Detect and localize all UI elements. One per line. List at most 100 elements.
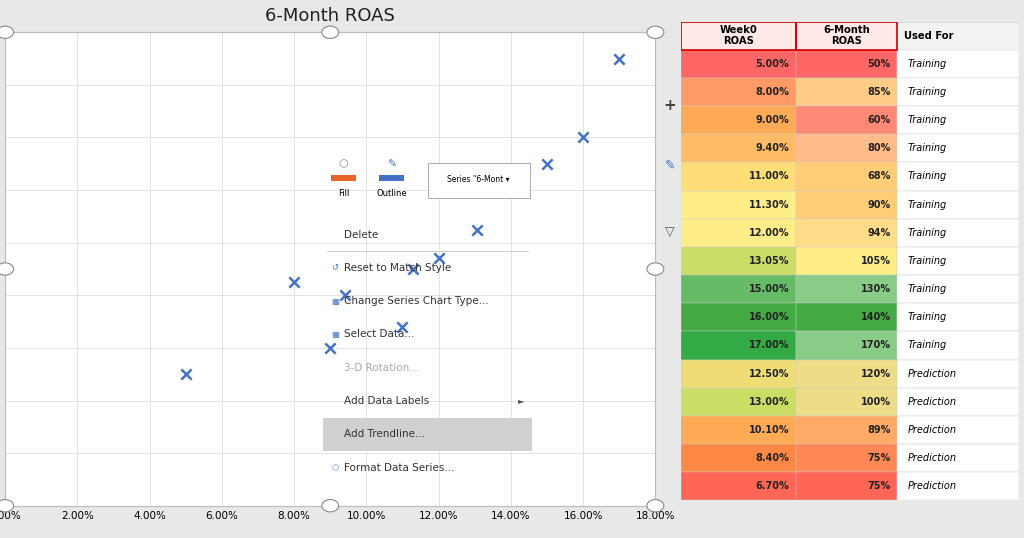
FancyBboxPatch shape [681,134,796,162]
Text: 6-Month
ROAS: 6-Month ROAS [823,25,870,46]
Text: 80%: 80% [867,143,891,153]
FancyBboxPatch shape [796,275,897,303]
FancyBboxPatch shape [897,388,1019,416]
Text: 5.00%: 5.00% [756,59,790,69]
FancyBboxPatch shape [681,388,796,416]
Text: Training: Training [907,341,946,350]
FancyBboxPatch shape [897,247,1019,275]
Text: Training: Training [907,284,946,294]
Text: ⬡: ⬡ [339,159,348,169]
FancyBboxPatch shape [897,472,1019,500]
FancyBboxPatch shape [331,175,356,181]
Text: 94%: 94% [867,228,891,238]
FancyBboxPatch shape [796,444,897,472]
FancyBboxPatch shape [897,275,1019,303]
FancyBboxPatch shape [796,49,897,78]
Circle shape [647,500,664,512]
Text: 17.00%: 17.00% [749,341,790,350]
Point [322,344,338,352]
Text: Prediction: Prediction [907,453,956,463]
Text: 16.00%: 16.00% [749,312,790,322]
FancyBboxPatch shape [379,175,404,181]
Text: 12.00%: 12.00% [749,228,790,238]
FancyBboxPatch shape [897,444,1019,472]
FancyBboxPatch shape [897,303,1019,331]
Point [468,225,484,234]
Text: Training: Training [907,228,946,238]
FancyBboxPatch shape [897,162,1019,190]
Text: Add Trendline...: Add Trendline... [344,429,425,439]
Point [337,291,353,300]
Text: Week0
ROAS: Week0 ROAS [720,25,758,46]
Point [430,254,446,263]
Text: ⬡: ⬡ [331,463,338,472]
Circle shape [647,263,664,275]
FancyBboxPatch shape [681,106,796,134]
Text: ↺: ↺ [331,263,338,272]
FancyBboxPatch shape [681,359,796,388]
FancyBboxPatch shape [897,22,1019,49]
Text: ►: ► [517,397,524,406]
Text: Training: Training [907,200,946,210]
Text: 75%: 75% [867,482,891,491]
Text: Change Series Chart Type...: Change Series Chart Type... [344,296,488,306]
FancyBboxPatch shape [796,218,897,247]
Text: Fill: Fill [338,189,349,198]
Title: 6-Month ROAS: 6-Month ROAS [265,7,395,25]
Text: ✎: ✎ [665,159,675,172]
FancyBboxPatch shape [681,303,796,331]
Text: ✎: ✎ [387,159,396,169]
FancyBboxPatch shape [897,78,1019,106]
Circle shape [647,26,664,38]
Text: Reset to Match Style: Reset to Match Style [344,263,451,273]
Text: 89%: 89% [867,425,891,435]
Text: Used For: Used For [904,31,953,40]
FancyBboxPatch shape [897,190,1019,218]
Text: Outline: Outline [377,189,408,198]
Point [539,159,555,168]
Circle shape [0,263,13,275]
Text: Training: Training [907,172,946,181]
Text: Training: Training [907,256,946,266]
Text: 50%: 50% [867,59,891,69]
Text: 8.40%: 8.40% [756,453,790,463]
FancyBboxPatch shape [897,416,1019,444]
FancyBboxPatch shape [897,331,1019,359]
Point [394,323,411,331]
Text: ▦: ▦ [331,330,339,339]
Point [406,265,422,273]
FancyBboxPatch shape [681,247,796,275]
Text: 11.30%: 11.30% [749,200,790,210]
Text: Delete: Delete [344,230,378,239]
FancyBboxPatch shape [681,49,796,78]
FancyBboxPatch shape [796,162,897,190]
FancyBboxPatch shape [681,190,796,218]
Text: 10.10%: 10.10% [749,425,790,435]
Text: 11.00%: 11.00% [749,172,790,181]
Circle shape [0,26,13,38]
FancyBboxPatch shape [428,163,530,198]
Text: 9.00%: 9.00% [756,115,790,125]
Circle shape [322,500,339,512]
Text: 90%: 90% [867,200,891,210]
FancyBboxPatch shape [681,162,796,190]
Text: Format Data Series...: Format Data Series... [344,463,454,472]
Text: Training: Training [907,87,946,97]
Text: ▦: ▦ [331,296,339,306]
Text: 60%: 60% [867,115,891,125]
FancyBboxPatch shape [796,388,897,416]
Text: Select Data...: Select Data... [344,329,414,339]
Text: Training: Training [907,115,946,125]
Text: 15.00%: 15.00% [749,284,790,294]
Text: 8.00%: 8.00% [756,87,790,97]
FancyBboxPatch shape [681,444,796,472]
Text: 100%: 100% [860,397,891,407]
Text: 9.40%: 9.40% [756,143,790,153]
FancyBboxPatch shape [796,416,897,444]
Text: 68%: 68% [867,172,891,181]
FancyBboxPatch shape [897,106,1019,134]
Text: 140%: 140% [860,312,891,322]
Text: 130%: 130% [860,284,891,294]
Text: Training: Training [907,312,946,322]
Circle shape [322,26,339,38]
